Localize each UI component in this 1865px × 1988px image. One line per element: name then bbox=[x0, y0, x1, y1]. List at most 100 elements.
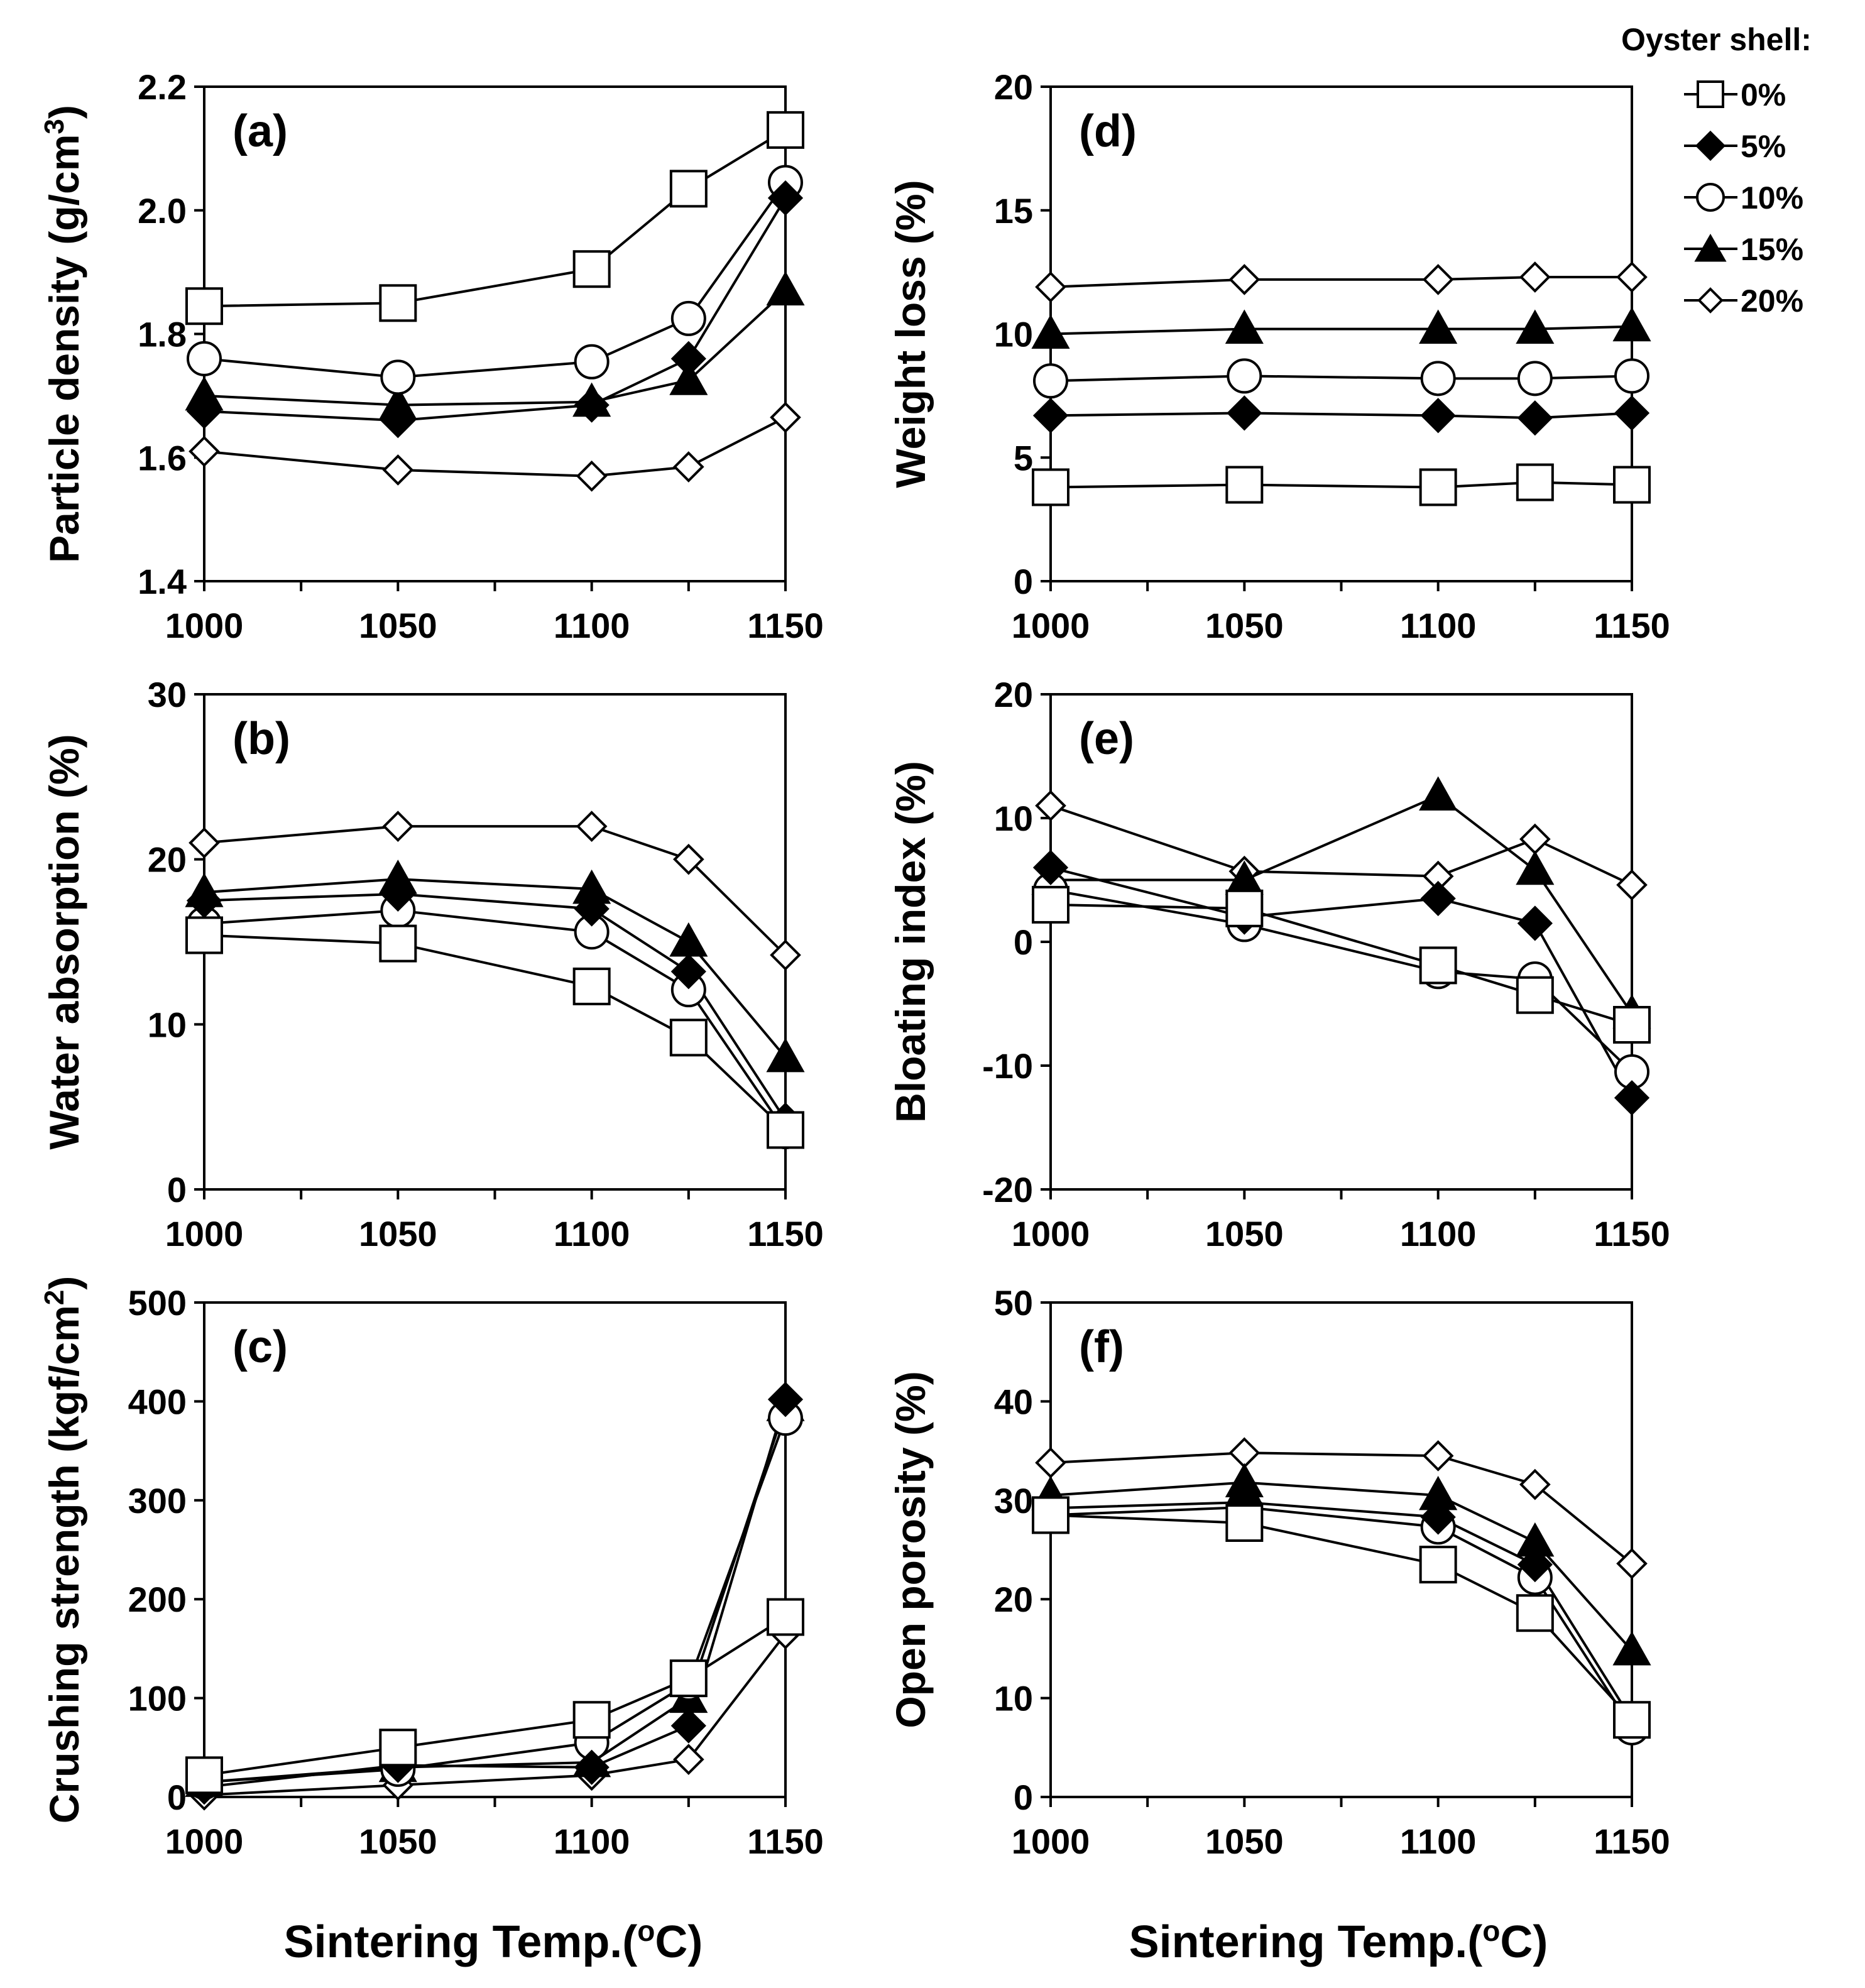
y-tick-label: 5 bbox=[1014, 438, 1033, 478]
legend-marker-triangle bbox=[1694, 233, 1727, 262]
x-tick-label: 1050 bbox=[1205, 1821, 1284, 1861]
data-point-10pct bbox=[1517, 361, 1553, 396]
data-point-15pct bbox=[1612, 1630, 1651, 1666]
data-point-0pct bbox=[185, 1756, 223, 1794]
legend-label-3: 15% bbox=[1741, 232, 1803, 267]
data-point-15pct bbox=[1419, 309, 1458, 344]
data-point-0pct bbox=[1225, 889, 1264, 927]
x-axis-title-left: Sintering Temp.(oC) bbox=[284, 1914, 703, 1967]
y-tick-label: 300 bbox=[128, 1481, 187, 1521]
data-point-15pct bbox=[669, 361, 708, 395]
data-point-0pct bbox=[1032, 885, 1069, 924]
legend-marker-circle bbox=[1696, 183, 1725, 212]
data-point-5pct bbox=[574, 387, 610, 423]
data-point-0pct bbox=[767, 111, 804, 149]
y-axis-title-main: Weight loss (%) bbox=[887, 180, 934, 488]
x-tick-label: 1150 bbox=[747, 1214, 824, 1253]
legend-label-4: 20% bbox=[1741, 283, 1803, 319]
data-point-0pct bbox=[669, 1019, 708, 1057]
data-point-0pct bbox=[379, 1729, 417, 1767]
data-point-20pct bbox=[770, 939, 801, 971]
data-point-5pct bbox=[1420, 880, 1456, 917]
y-tick-label: 400 bbox=[128, 1382, 187, 1421]
legend-marker-square bbox=[1697, 80, 1724, 108]
data-point-5pct bbox=[1032, 398, 1069, 434]
x-tick-label: 1050 bbox=[1205, 606, 1284, 645]
y-tick-label: 40 bbox=[994, 1382, 1033, 1421]
data-point-0pct bbox=[767, 1598, 804, 1636]
x-axis-title-right-main: Sintering Temp.( bbox=[1129, 1917, 1483, 1967]
y-axis-title-sup: 2 bbox=[39, 1290, 70, 1305]
data-point-20pct bbox=[1616, 869, 1648, 901]
data-point-20pct bbox=[1228, 264, 1261, 295]
y-tick-label: 0 bbox=[167, 1778, 187, 1817]
y-tick-label: 2.2 bbox=[138, 67, 187, 107]
data-point-20pct bbox=[1616, 1548, 1648, 1580]
x-tick-label: 1150 bbox=[1594, 1821, 1670, 1861]
data-point-5pct bbox=[1517, 905, 1553, 941]
data-point-10pct bbox=[670, 300, 706, 336]
data-point-0pct bbox=[572, 967, 611, 1005]
panel-label: (c) bbox=[232, 1322, 288, 1372]
data-point-0pct bbox=[669, 1659, 708, 1698]
data-point-15pct bbox=[1419, 776, 1458, 811]
data-point-20pct bbox=[576, 460, 608, 492]
y-tick-label: 20 bbox=[994, 67, 1033, 107]
data-point-10pct bbox=[1227, 358, 1262, 394]
x-tick-label: 1050 bbox=[359, 606, 437, 645]
y-axis-title-main: Bloating index (%) bbox=[887, 761, 934, 1123]
data-point-10pct bbox=[187, 341, 222, 376]
x-tick-label: 1000 bbox=[165, 606, 244, 645]
data-point-0pct bbox=[572, 250, 611, 288]
y-axis-title-main: Open porosity (%) bbox=[887, 1371, 934, 1728]
data-point-5pct bbox=[1227, 395, 1262, 431]
data-point-15pct bbox=[1516, 850, 1555, 885]
data-point-0pct bbox=[1419, 1546, 1457, 1584]
y-tick-label: 20 bbox=[994, 1580, 1033, 1619]
data-point-20pct bbox=[1519, 1468, 1551, 1500]
data-point-15pct bbox=[1225, 309, 1264, 344]
x-tick-label: 1100 bbox=[554, 606, 630, 645]
x-tick-label: 1100 bbox=[1400, 606, 1477, 645]
y-axis-title-main: Particle density (g/cm bbox=[41, 134, 87, 563]
data-point-5pct bbox=[670, 341, 706, 376]
data-point-0pct bbox=[1419, 468, 1457, 506]
y-tick-label: 0 bbox=[1014, 922, 1033, 962]
y-axis-title: Weight loss (%) bbox=[887, 180, 934, 488]
data-point-20pct bbox=[673, 1744, 704, 1776]
x-tick-label: 1150 bbox=[747, 606, 824, 645]
data-point-5pct bbox=[1420, 1499, 1456, 1535]
y-axis-title-main: Crushing strength (kgf/cm bbox=[41, 1305, 87, 1823]
y-axis-title-sup: 3 bbox=[39, 119, 70, 134]
y-tick-label: 1.8 bbox=[138, 315, 187, 354]
chart-panel-f: 0 10 20 30 40 50 1000 1050 1100 1150 Open porosity… bbox=[887, 1283, 1670, 1861]
data-point-15pct bbox=[766, 271, 805, 306]
x-axis-title-left-sup: o bbox=[637, 1914, 655, 1947]
x-tick-label: 1000 bbox=[1012, 1214, 1090, 1253]
x-axis-title-left-tail: C) bbox=[655, 1917, 703, 1967]
data-point-0pct bbox=[572, 1701, 611, 1739]
legend-label-0: 0% bbox=[1741, 77, 1786, 112]
legend-entry-1: 5% bbox=[1684, 129, 1786, 164]
data-point-20pct bbox=[382, 454, 414, 486]
x-tick-label: 1000 bbox=[165, 1821, 244, 1861]
data-point-5pct bbox=[1517, 1546, 1553, 1583]
data-point-0pct bbox=[1516, 976, 1554, 1014]
data-point-0pct bbox=[1225, 1504, 1264, 1543]
legend: Oyster shell: 0% 5% 10% 15% 20% bbox=[1621, 22, 1812, 319]
data-point-0pct bbox=[1032, 1496, 1069, 1534]
data-point-5pct bbox=[1517, 400, 1553, 436]
y-tick-label: 200 bbox=[128, 1580, 187, 1619]
data-point-20pct bbox=[673, 843, 704, 875]
data-point-5pct bbox=[186, 393, 222, 429]
data-point-0pct bbox=[767, 1111, 804, 1149]
x-tick-label: 1100 bbox=[554, 1214, 630, 1253]
x-tick-label: 1000 bbox=[165, 1214, 244, 1253]
data-point-20pct bbox=[770, 401, 801, 434]
legend-entry-3: 15% bbox=[1684, 232, 1803, 267]
y-tick-label: 10 bbox=[994, 799, 1033, 838]
legend-label-1: 5% bbox=[1741, 129, 1786, 164]
